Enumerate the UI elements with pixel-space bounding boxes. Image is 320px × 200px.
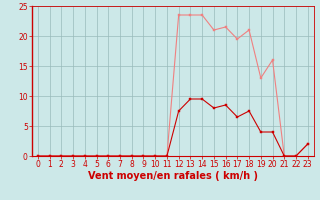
- X-axis label: Vent moyen/en rafales ( km/h ): Vent moyen/en rafales ( km/h ): [88, 171, 258, 181]
